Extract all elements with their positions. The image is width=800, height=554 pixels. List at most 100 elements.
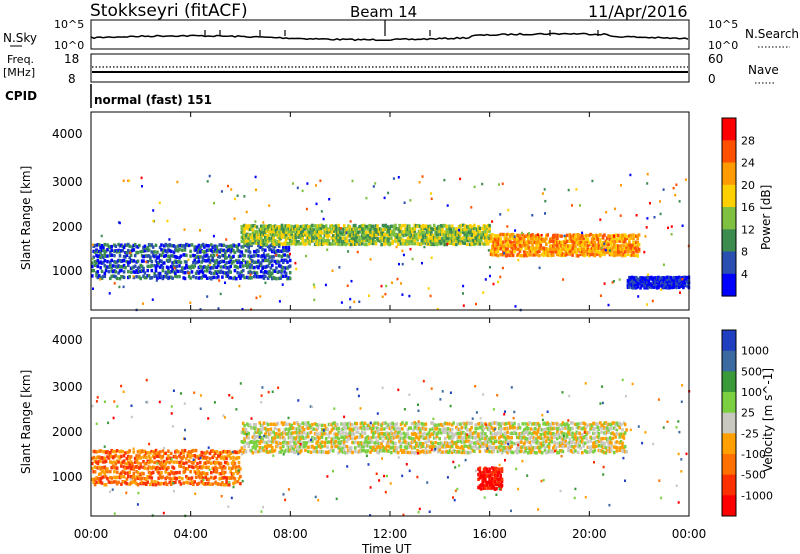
- velocity-panel: Slant Range [km] 4000 3000 2000 1000 Vel…: [19, 317, 775, 518]
- heatmap-cell: [190, 270, 194, 274]
- heatmap-cell: [120, 454, 123, 459]
- heatmap-cell: [427, 436, 430, 440]
- heatmap-cell: [118, 221, 121, 225]
- heatmap-cell: [488, 474, 491, 478]
- heatmap-cell: [590, 240, 594, 244]
- heatmap-cell: [189, 477, 192, 481]
- heatmap-cell: [189, 249, 192, 254]
- heatmap-cell: [603, 252, 606, 257]
- heatmap-cell: [679, 277, 682, 282]
- heatmap-cell: [403, 450, 407, 454]
- heatmap-cell: [395, 232, 399, 237]
- heatmap-cell: [290, 231, 293, 234]
- heatmap-cell: [259, 269, 263, 274]
- heatmap-cell: [128, 260, 131, 264]
- heatmap-cell: [301, 239, 304, 243]
- heatmap-cell: [315, 230, 318, 234]
- heatmap-cell: [153, 250, 156, 254]
- heatmap-cell: [235, 469, 238, 473]
- heatmap-cell: [456, 231, 459, 235]
- heatmap-cell: [284, 248, 288, 253]
- heatmap-cell: [471, 232, 475, 236]
- heatmap-cell: [464, 235, 468, 239]
- heatmap-cell: [536, 421, 540, 426]
- heatmap-cell: [650, 282, 653, 286]
- heatmap-cell: [672, 276, 675, 280]
- heatmap-cell: [185, 253, 188, 258]
- heatmap-cell: [255, 260, 259, 265]
- heatmap-cell: [293, 238, 296, 243]
- heatmap-cell: [457, 235, 461, 239]
- heatmap-cell: [122, 459, 126, 463]
- heatmap-cell: [243, 235, 246, 239]
- heatmap-cell: [501, 182, 504, 185]
- heatmap-cell: [327, 228, 330, 232]
- heatmap-cell: [518, 233, 522, 238]
- heatmap-cell: [396, 434, 400, 439]
- heatmap-cell: [455, 242, 458, 247]
- heatmap-cell: [561, 426, 565, 431]
- heatmap-cell: [210, 461, 213, 465]
- heatmap-cell: [272, 437, 275, 441]
- heatmap-cell: [434, 445, 437, 450]
- heatmap-cell: [226, 274, 230, 278]
- heatmap-cell: [607, 437, 610, 441]
- heatmap-cell: [288, 445, 292, 449]
- heatmap-cell: [536, 430, 540, 434]
- heatmap-cell: [222, 271, 226, 275]
- heatmap-cell: [243, 431, 246, 435]
- heatmap-cell: [243, 226, 246, 231]
- heatmap-cell: [617, 250, 620, 254]
- heatmap-cell: [305, 227, 309, 231]
- heatmap-cell: [271, 445, 274, 450]
- heatmap-cell: [391, 232, 394, 236]
- heatmap-cell: [459, 439, 462, 443]
- heatmap-cell: [344, 444, 347, 449]
- heatmap-cell: [509, 439, 512, 444]
- heatmap-cell: [265, 445, 268, 449]
- heatmap-cell: [346, 284, 349, 287]
- heatmap-cell: [142, 249, 145, 253]
- heatmap-cell: [608, 436, 612, 440]
- heatmap-cell: [387, 423, 390, 427]
- heatmap-cell: [100, 465, 104, 470]
- noise-spikes: [204, 20, 599, 36]
- heatmap-cell: [470, 440, 473, 444]
- heatmap-cell: [450, 432, 454, 436]
- heatmap-cell: [491, 473, 494, 477]
- heatmap-cell: [179, 451, 183, 455]
- heatmap-cell: [377, 422, 381, 426]
- heatmap-cell: [464, 436, 468, 440]
- heatmap-cell: [334, 229, 338, 234]
- heatmap-cell: [502, 240, 505, 244]
- heatmap-cell: [288, 432, 292, 436]
- heatmap-cell: [178, 470, 181, 475]
- heatmap-cell: [478, 226, 482, 230]
- heatmap-cell: [295, 240, 299, 244]
- heatmap-cell: [416, 427, 419, 431]
- heatmap-cell: [554, 241, 558, 245]
- heatmap-cell: [250, 271, 253, 275]
- heatmap-cell: [513, 235, 516, 238]
- heatmap-cell: [269, 422, 273, 426]
- heatmap-cell: [210, 277, 213, 281]
- heatmap-cell: [142, 245, 145, 250]
- heatmap-cell: [603, 242, 606, 246]
- heatmap-cell: [99, 278, 102, 281]
- heatmap-cell: [428, 236, 432, 240]
- heatmap-cell: [428, 428, 432, 432]
- heatmap-cell: [96, 455, 100, 459]
- heatmap-cell: [110, 248, 113, 253]
- heatmap-cell: [324, 233, 328, 238]
- heatmap-cell: [187, 459, 191, 463]
- heatmap-cell: [214, 248, 217, 252]
- heatmap-cell: [388, 432, 392, 436]
- heatmap-cell: [503, 252, 507, 257]
- heatmap-cell: [294, 224, 298, 228]
- heatmap-cell: [129, 455, 133, 459]
- heatmap-cell: [462, 284, 465, 288]
- heatmap-cell: [313, 298, 316, 302]
- heatmap-cell: [459, 435, 462, 439]
- heatmap-cell: [498, 445, 501, 449]
- heatmap-cell: [277, 260, 281, 264]
